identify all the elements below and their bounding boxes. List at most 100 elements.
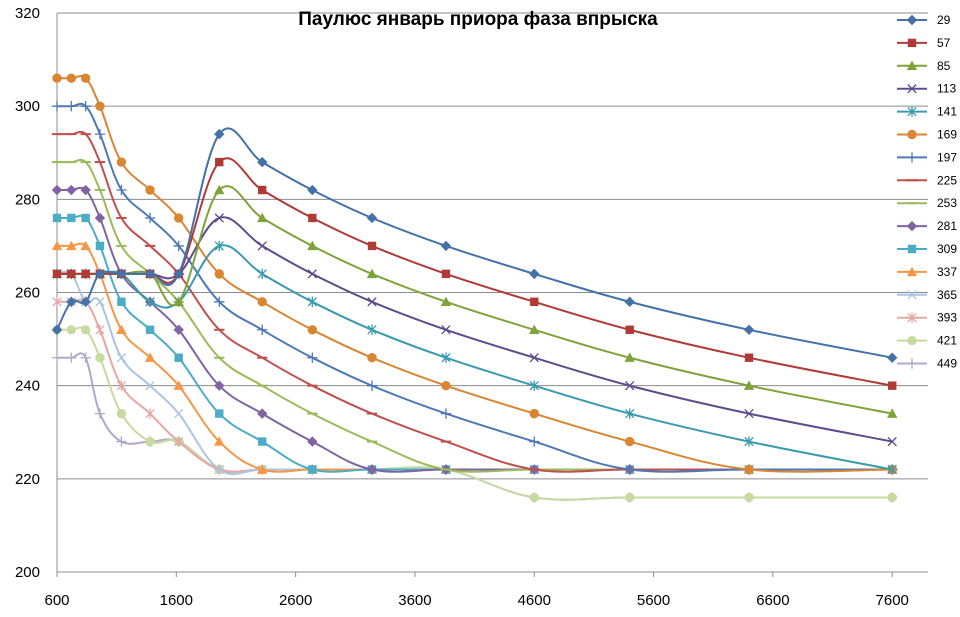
- data-point: [258, 185, 267, 195]
- data-point: [80, 352, 91, 363]
- data-point: [258, 437, 267, 446]
- axes: [56, 13, 928, 577]
- data-point: [94, 212, 106, 224]
- data-point: [215, 409, 224, 418]
- data-point: [52, 73, 62, 83]
- data-point: [625, 492, 635, 503]
- data-point: [116, 353, 127, 363]
- data-point: [173, 380, 184, 390]
- data-point: [80, 184, 91, 196]
- legend-label: 197: [937, 150, 957, 164]
- data-point: [624, 352, 635, 362]
- legend-item: 113: [897, 82, 956, 96]
- y-tick-label: 260: [15, 285, 40, 302]
- data-point: [51, 352, 63, 363]
- data-point: [145, 185, 155, 195]
- data-point: [743, 324, 755, 335]
- data-point: [441, 352, 451, 363]
- series-449: [51, 352, 898, 503]
- x-tick-label: 5600: [637, 592, 670, 609]
- data-point: [906, 358, 918, 369]
- data-point: [257, 156, 268, 168]
- data-point: [907, 129, 917, 140]
- data-point: [51, 324, 63, 335]
- data-point: [80, 240, 91, 251]
- legend-item: 253: [897, 196, 957, 210]
- data-point: [173, 268, 184, 280]
- y-tick-label: 280: [15, 191, 40, 208]
- legend-label: 337: [937, 265, 957, 279]
- data-point: [173, 324, 184, 335]
- legend-label: 281: [937, 219, 957, 233]
- data-point: [907, 106, 917, 117]
- data-point: [625, 325, 634, 334]
- data-point: [80, 325, 91, 335]
- series-line: [56, 326, 893, 501]
- series-281: [51, 184, 898, 475]
- data-point: [625, 408, 635, 419]
- data-point: [625, 436, 635, 447]
- data-point: [743, 380, 755, 390]
- legend-item: 449: [897, 357, 957, 371]
- legend-item: 225: [897, 173, 957, 187]
- data-point: [144, 212, 156, 224]
- data-point: [367, 353, 377, 363]
- legend-label: 421: [937, 334, 957, 348]
- data-point: [95, 297, 105, 307]
- legend-item: 309: [897, 242, 957, 256]
- data-point: [906, 60, 918, 70]
- y-tick-label: 320: [15, 5, 40, 22]
- data-point: [116, 324, 127, 334]
- data-point: [214, 184, 225, 195]
- data-point: [257, 212, 268, 223]
- data-point: [95, 324, 105, 335]
- data-point: [66, 184, 77, 196]
- data-point: [95, 353, 105, 363]
- data-point: [66, 325, 77, 335]
- legend-item: 281: [897, 219, 957, 233]
- data-point: [887, 408, 898, 418]
- data-point: [214, 436, 225, 446]
- data-point: [440, 240, 452, 252]
- series-253: [51, 158, 898, 473]
- data-point: [52, 213, 62, 223]
- data-point: [441, 380, 451, 391]
- data-point: [366, 212, 378, 224]
- legend-label: 57: [937, 36, 951, 50]
- legend-item: 169: [897, 128, 957, 142]
- data-point: [52, 269, 62, 279]
- data-point: [66, 352, 77, 363]
- series-line: [56, 127, 893, 359]
- data-point: [367, 241, 377, 251]
- y-tick-labels: 200 220 240 260 280 300 320: [15, 5, 40, 581]
- x-tick-label: 3600: [398, 592, 431, 609]
- data-point: [174, 436, 184, 447]
- data-point: [116, 268, 127, 280]
- legend-item: 29: [897, 13, 951, 27]
- data-point: [907, 290, 917, 300]
- data-point: [95, 241, 105, 251]
- series-lines: [51, 73, 898, 503]
- data-point: [529, 268, 540, 280]
- data-point: [116, 157, 127, 167]
- data-point: [116, 184, 127, 196]
- data-point: [744, 408, 754, 419]
- data-point: [906, 14, 918, 26]
- data-point: [530, 297, 539, 307]
- series-line: [56, 158, 893, 473]
- data-point: [145, 325, 155, 334]
- x-tick-label: 2600: [279, 592, 312, 609]
- data-point: [214, 296, 225, 308]
- data-point: [117, 297, 126, 307]
- data-point: [307, 240, 318, 251]
- data-point: [257, 241, 267, 251]
- data-point: [257, 268, 267, 280]
- data-point: [94, 128, 106, 140]
- data-point: [174, 353, 183, 362]
- data-point: [744, 492, 754, 503]
- data-point: [257, 324, 268, 335]
- data-point: [145, 408, 155, 419]
- legend-label: 113: [937, 82, 956, 96]
- data-point: [66, 240, 77, 251]
- data-point: [367, 297, 377, 307]
